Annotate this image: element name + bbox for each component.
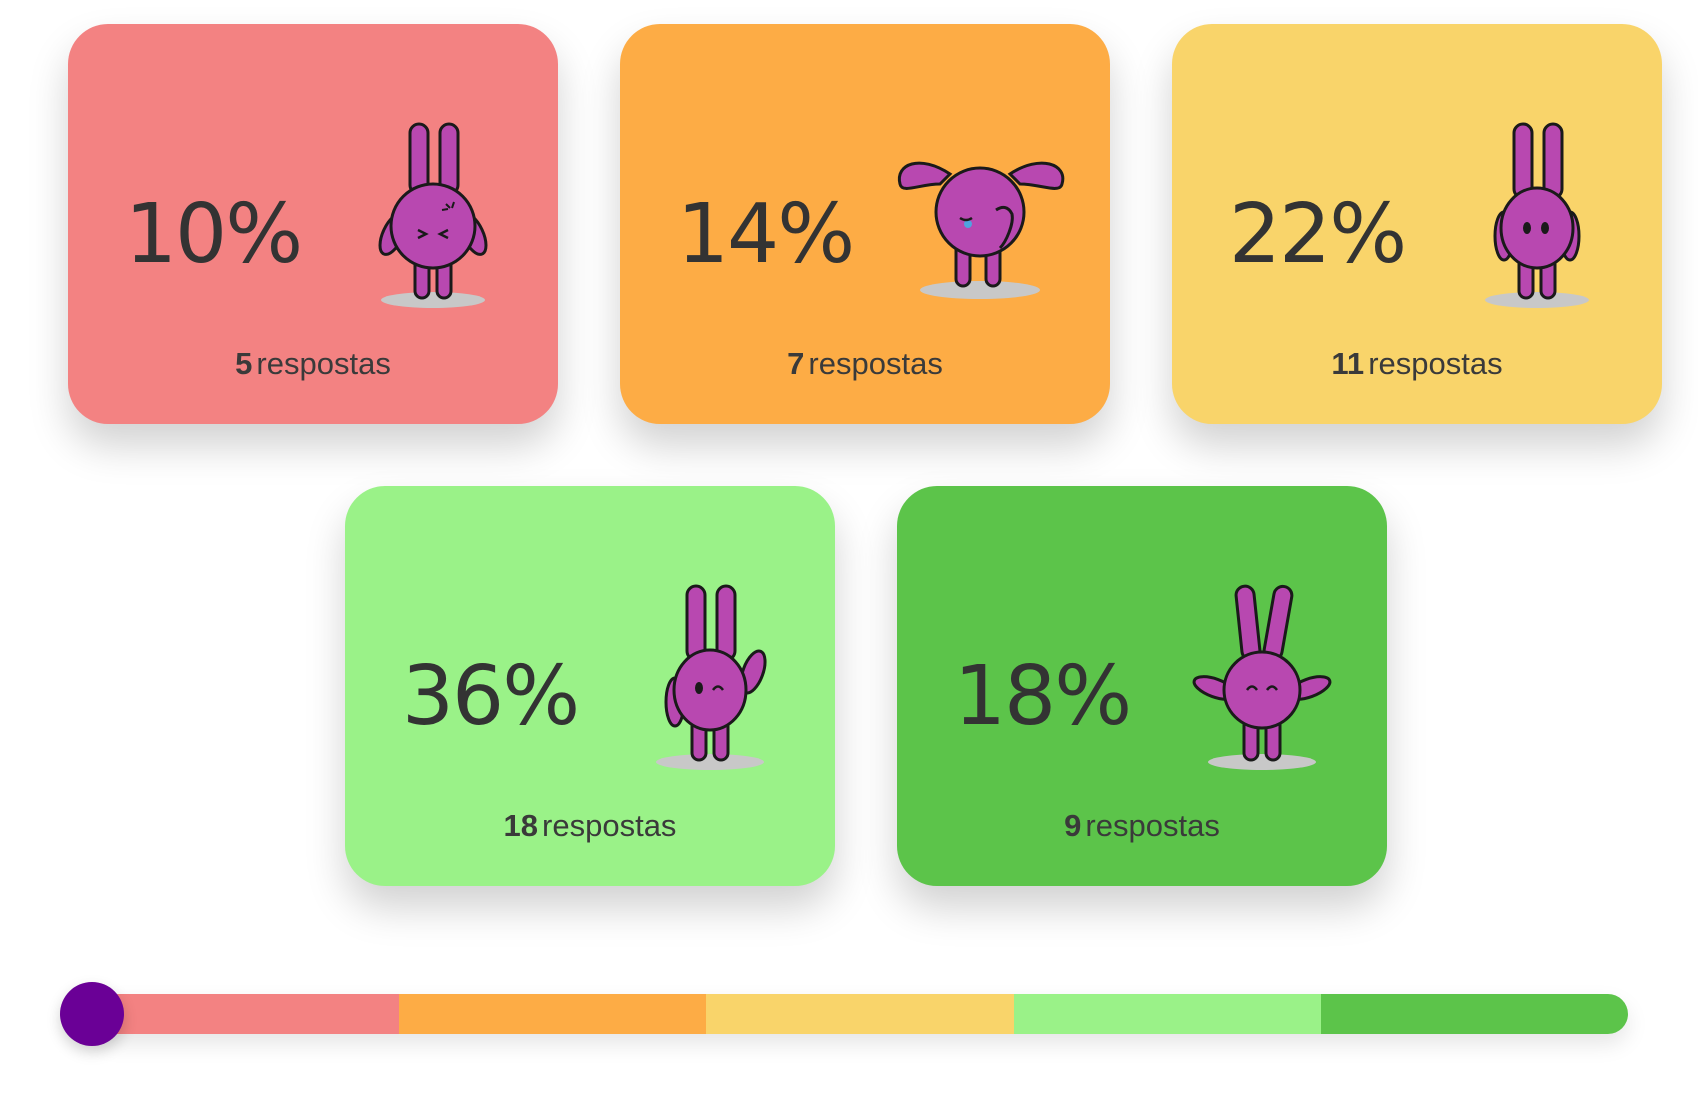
rating-card-2: 14% 7 respostas — [620, 24, 1110, 424]
scale-slider-handle[interactable] — [60, 982, 124, 1046]
percentage-value: 18% — [953, 649, 1132, 744]
angry-bunny-icon — [378, 122, 488, 308]
rating-scale-track[interactable] — [92, 994, 1628, 1034]
responses-count: 7 respostas — [787, 346, 943, 381]
scale-segment-1[interactable] — [92, 994, 400, 1034]
responses-count: 5 respostas — [235, 346, 391, 381]
happy-bunny-icon — [1192, 584, 1332, 770]
percentage-value: 36% — [401, 649, 580, 744]
percentage-value: 14% — [676, 187, 855, 282]
neutral-bunny-icon — [1485, 122, 1589, 308]
responses-count: 11 respostas — [1331, 346, 1503, 381]
rating-card-3: 22% 11 respostas — [1172, 24, 1662, 424]
rating-card-4: 36% 18 respostas — [345, 486, 835, 886]
sad-bunny-icon — [897, 161, 1065, 299]
rating-card-5: 18% 9 respostas — [897, 486, 1387, 886]
scale-segment-2[interactable] — [399, 994, 707, 1034]
rating-card-1: 10% 5 respostas — [68, 24, 558, 424]
responses-count: 9 respostas — [1064, 808, 1220, 843]
percentage-value: 22% — [1228, 187, 1407, 282]
percentage-value: 10% — [124, 187, 303, 282]
scale-segment-3[interactable] — [706, 994, 1014, 1034]
wink-bunny-icon — [656, 584, 767, 770]
scale-segment-5[interactable] — [1320, 994, 1628, 1034]
scale-segment-4[interactable] — [1013, 994, 1321, 1034]
responses-count: 18 respostas — [503, 808, 677, 843]
